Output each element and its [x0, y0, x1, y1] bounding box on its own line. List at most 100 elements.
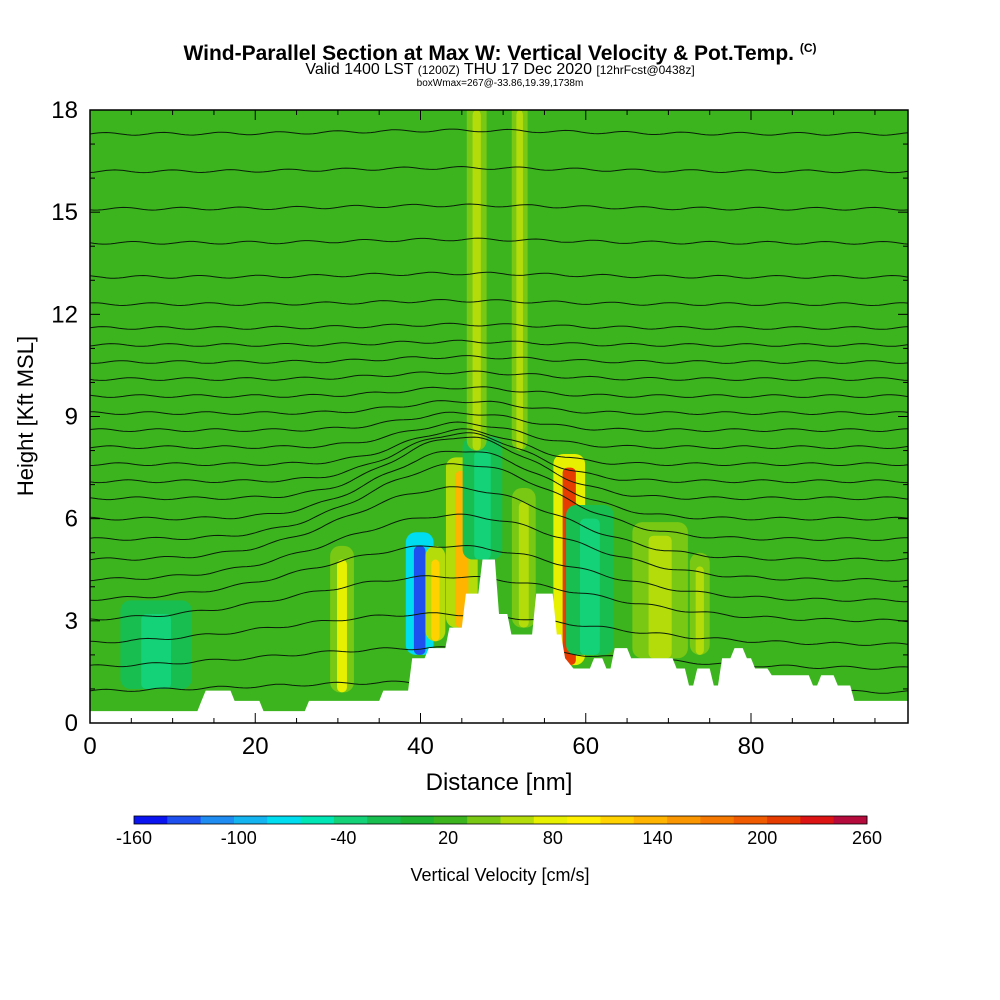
box-wmax-note: boxWmax=267@-33.86,19.39,1738m — [0, 78, 1000, 90]
velocity-cell-core — [695, 566, 704, 655]
velocity-cell-7 — [566, 505, 614, 655]
colorbar-swatch — [200, 816, 235, 824]
colorbar-swatch — [333, 816, 368, 824]
y-tick-label: 18 — [51, 97, 78, 124]
velocity-cell-5 — [511, 488, 536, 628]
x-tick-label: 20 — [242, 733, 269, 760]
valid-time-line: Valid 1400 LST (1200Z) THU 17 Dec 2020 [… — [0, 60, 1000, 80]
valid-date: THU 17 Dec 2020 — [463, 61, 592, 78]
velocity-cell-11 — [466, 110, 487, 451]
theta-contour-10 — [90, 432, 908, 484]
colorbar-tick-label: 260 — [852, 828, 882, 848]
velocity-cell-2 — [425, 545, 446, 642]
velocity-cell-core — [516, 110, 523, 451]
valid-main: Valid 1400 LST — [305, 61, 414, 78]
y-tick-label: 9 — [65, 404, 78, 431]
theta-contour-24 — [90, 165, 908, 174]
y-axis-label: Height [Kft MSL] — [13, 336, 38, 496]
velocity-cell-core — [518, 501, 529, 628]
colorbar-tick-label: -100 — [221, 828, 257, 848]
velocity-cell-12 — [511, 110, 528, 451]
theta-contour-22 — [90, 237, 908, 245]
theta-contour-15 — [90, 386, 908, 398]
colorbar-swatch — [367, 816, 402, 824]
velocity-cell-core — [472, 110, 481, 451]
x-tick-label: 40 — [407, 733, 434, 760]
theta-contour-7 — [90, 463, 908, 541]
x-tick-label: 0 — [83, 733, 96, 760]
colorbar-swatch — [800, 816, 835, 824]
forecast-tag: [12hrFcst@0438z] — [596, 63, 695, 77]
colorbar-swatch — [533, 816, 568, 824]
y-tick-label: 3 — [65, 608, 78, 635]
theta-contour-19 — [90, 322, 908, 330]
colorbar-swatch — [633, 816, 668, 824]
velocity-cell-core — [579, 518, 600, 655]
theta-contour-23 — [90, 203, 908, 211]
theta-contour-3 — [90, 575, 908, 623]
theta-contour-13 — [90, 411, 908, 433]
velocity-cell-0 — [330, 545, 354, 693]
colorbar-swatch — [433, 816, 468, 824]
colorbar-tick-label: 200 — [747, 828, 777, 848]
y-tick-label: 15 — [51, 199, 78, 226]
theta-contour-14 — [90, 400, 908, 416]
velocity-cell-core — [648, 535, 672, 659]
x-tick-label: 80 — [738, 733, 765, 760]
theta-contour-12 — [90, 421, 908, 450]
colorbar-swatch — [833, 816, 868, 824]
y-tick-label: 6 — [65, 506, 78, 533]
theta-contour-6 — [90, 486, 908, 562]
valid-utc: (1200Z) — [417, 63, 460, 77]
theta-contour-21 — [90, 271, 908, 279]
theta-contour-17 — [90, 355, 908, 364]
colorbar-tick-label: -160 — [116, 828, 152, 848]
colorbar-swatch — [167, 816, 202, 824]
title-text: Wind-Parallel Section at Max W: Vertical… — [183, 42, 794, 65]
velocity-cell-core — [474, 450, 491, 560]
theta-contour-8 — [90, 450, 908, 521]
colorbar-swatch — [267, 816, 302, 824]
theta-contour-9 — [90, 436, 908, 501]
colorbar-swatch — [733, 816, 768, 824]
colorbar-tick-label: 140 — [643, 828, 673, 848]
theta-contour-4 — [90, 544, 908, 603]
y-tick-label: 0 — [65, 710, 78, 737]
velocity-cell-core — [337, 559, 347, 693]
velocity-cell-core — [431, 559, 440, 642]
x-tick-label: 60 — [572, 733, 599, 760]
colorbar-swatch — [300, 816, 335, 824]
theta-contour-11 — [90, 428, 908, 467]
colorbar-swatch — [467, 816, 501, 824]
colorbar-swatch — [500, 816, 535, 824]
y-tick-label: 12 — [51, 301, 78, 328]
colorbar-swatch — [567, 816, 601, 824]
colorbar-label: Vertical Velocity [cm/s] — [410, 865, 589, 885]
colorbar-swatch — [767, 816, 801, 824]
copyright-mark: (C) — [799, 41, 817, 55]
x-axis-label: Distance [nm] — [426, 769, 573, 796]
colorbar-swatch — [667, 816, 701, 824]
terrain — [90, 559, 908, 723]
theta-contour-18 — [90, 339, 908, 347]
velocity-cell-core — [141, 614, 171, 689]
colorbar-swatch — [134, 816, 168, 824]
velocity-cell-9 — [689, 552, 710, 655]
colorbar-swatch — [400, 816, 435, 824]
colorbar-frame — [133, 815, 868, 825]
velocity-cell-core — [413, 545, 426, 655]
chart-title: Wind-Parallel Section at Max W: Vertical… — [0, 36, 1000, 66]
colorbar-tick-label: 20 — [438, 828, 458, 848]
colorbar-tick-label: 80 — [543, 828, 563, 848]
velocity-cell-10 — [120, 600, 192, 689]
colorbar-swatch — [600, 816, 635, 824]
colorbar-tick-label: -40 — [330, 828, 356, 848]
colorbar-swatch — [233, 816, 268, 824]
velocity-cell-8 — [632, 522, 688, 659]
theta-contour-16 — [90, 370, 908, 381]
theta-contour-5 — [90, 513, 908, 582]
theta-contour-20 — [90, 298, 908, 307]
box-wmax-text: boxWmax=267@-33.86,19.39,1738m — [416, 78, 584, 89]
colorbar-swatch — [700, 816, 735, 824]
